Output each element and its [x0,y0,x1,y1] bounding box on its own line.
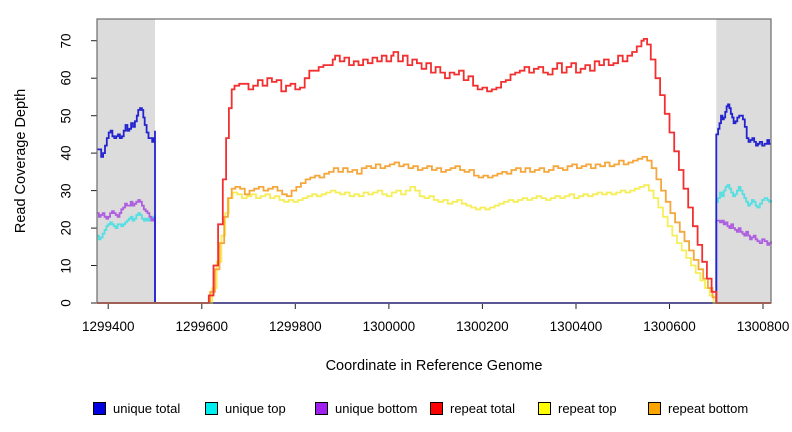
legend-item: repeat top [538,401,617,416]
legend-swatch-icon [93,402,106,415]
plot-border [96,18,772,304]
legend-label: repeat bottom [668,401,749,416]
series-unique-total [97,103,771,304]
legend-swatch-icon [538,402,551,415]
y-tick-label: 60 [58,70,74,86]
legend-item: unique top [205,401,286,416]
x-tick-label: 1299400 [81,319,135,334]
legend-label: repeat top [558,401,617,416]
y-axis-title: Read Coverage Depth [13,88,29,234]
y-tick-label: 40 [58,145,74,161]
legend-item: repeat total [430,401,515,416]
series-repeat-bottom [97,156,771,304]
legend-swatch-icon [205,402,218,415]
x-tick-label: 1299800 [269,319,322,334]
y-tick-label: 0 [58,299,74,307]
legend-item: repeat bottom [648,401,748,416]
x-tick-label: 1300000 [362,319,416,334]
legend-swatch-icon [648,402,661,415]
x-axis-title: Coordinate in Reference Genome [325,358,543,374]
y-tick-label: 70 [58,33,74,49]
shaded-region [97,19,155,303]
legend-label: repeat total [450,401,516,416]
legend-label: unique bottom [335,401,418,416]
shaded-region [716,19,771,303]
series-unique-bottom [97,199,772,304]
legend-label: unique top [225,401,286,416]
x-tick-label: 1300800 [736,319,790,334]
x-tick-label: 1300400 [549,319,603,334]
legend-label: unique total [113,401,181,416]
y-tick-label: 30 [58,183,74,199]
x-tick-label: 1300200 [456,319,509,334]
series-repeat-top [97,184,771,304]
series-repeat-total [97,38,771,304]
x-tick-label: 1300600 [643,319,696,334]
legend-item: unique bottom [315,401,417,416]
y-tick-label: 50 [58,108,74,124]
legend-swatch-icon [430,402,443,415]
y-tick-label: 20 [58,220,74,236]
x-tick-label: 1299600 [175,319,229,334]
legend-item: unique total [93,401,180,416]
legend-swatch-icon [315,402,328,415]
y-tick-label: 10 [58,258,74,274]
